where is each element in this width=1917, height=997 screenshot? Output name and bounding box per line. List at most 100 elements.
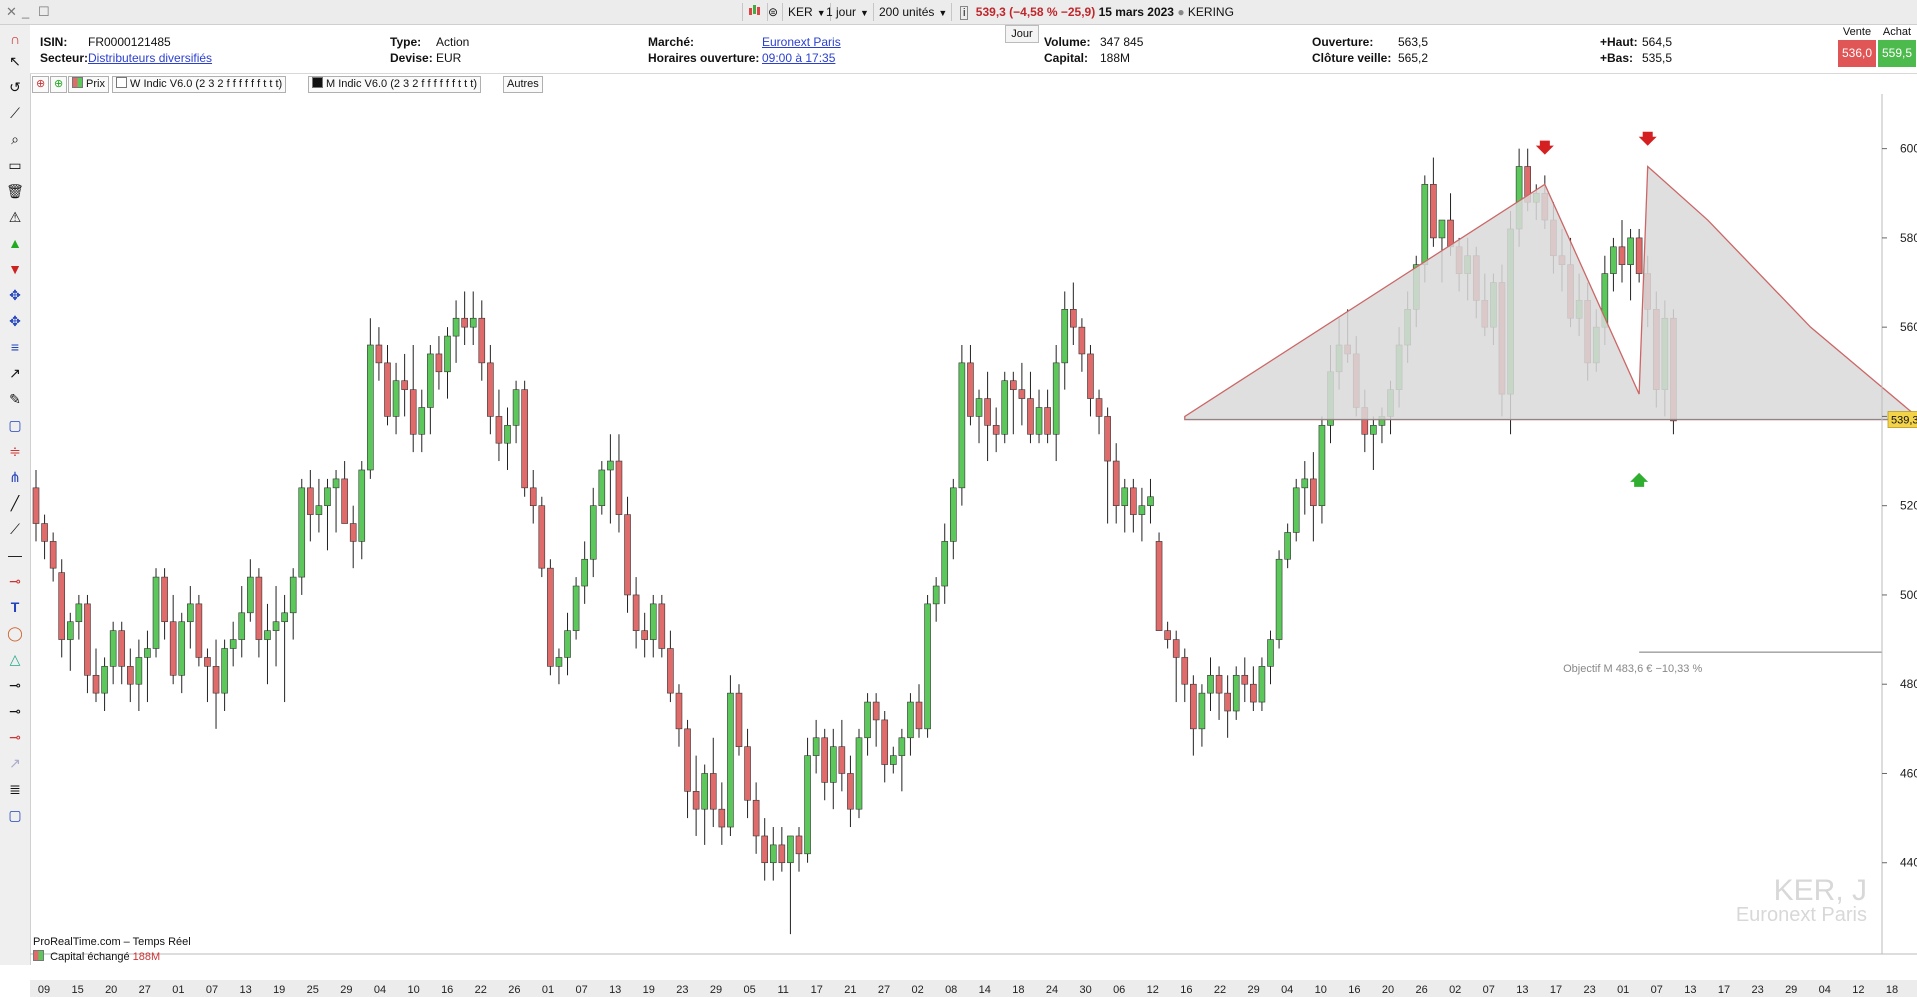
fibonacci-icon[interactable]: ≡ — [10, 339, 20, 355]
maximize-window-icon[interactable]: ☐ — [38, 4, 50, 19]
day-tick-label: 25 — [307, 984, 319, 996]
segment-icon[interactable]: ⟋ — [10, 521, 20, 537]
instrument-icon[interactable]: ⊜ — [764, 3, 784, 21]
wave-123-icon[interactable]: ✥ — [9, 313, 21, 329]
add-indicator-icon[interactable]: ⊕ — [32, 76, 50, 93]
day-tick-label: 11 — [777, 984, 788, 996]
day-tick-label: 13 — [1516, 984, 1528, 996]
day-tick-label: 18 — [1886, 984, 1898, 996]
price-chart[interactable]: Objectif M 483,6 € −10,33 % 440 460 480 500… — [30, 94, 1917, 997]
candle — [195, 594, 203, 667]
legend-w-indic[interactable]: W Indic V6.0 (2 3 2 f f f f f f t t t) — [112, 76, 287, 93]
candle — [615, 434, 623, 533]
undo-icon[interactable]: ↺ — [9, 79, 21, 95]
candle — [692, 755, 700, 836]
up-arrow-icon[interactable]: ▲ — [8, 235, 22, 251]
arrow-line-icon[interactable]: ↗ — [9, 365, 21, 381]
trend-tool-icon[interactable]: ⟋ — [10, 105, 20, 121]
day-tick-label: 20 — [1382, 984, 1394, 996]
horaires-link[interactable]: 09:00 à 17:35 — [762, 51, 836, 65]
down-arrow-marker — [1638, 131, 1657, 146]
type-value: Action — [436, 35, 470, 49]
ellipse-icon[interactable]: ◯ — [7, 625, 23, 641]
cursor-icon[interactable]: ↗ — [9, 755, 21, 771]
rectangle-icon[interactable]: ▢ — [8, 417, 22, 433]
legend-m-indic-label: M Indic V6.0 (2 3 2 f f f f f f t t t) — [326, 78, 477, 90]
wave-abc-icon[interactable]: ✥ — [9, 287, 21, 303]
haut-label: +Haut: — [1600, 35, 1638, 49]
quote-date: 15 mars 2023 — [1098, 5, 1174, 19]
y-tick-label: 440 — [1900, 856, 1917, 870]
legend-m-indic[interactable]: M Indic V6.0 (2 3 2 f f f f f f t t t) — [308, 76, 481, 93]
candle — [101, 657, 108, 711]
candle — [178, 612, 186, 694]
box-icon[interactable]: ▢ — [8, 807, 22, 823]
horizontal-line-icon[interactable]: — — [8, 547, 22, 563]
remove-indicator-icon[interactable]: ⊕ — [50, 76, 68, 93]
candle — [1430, 157, 1437, 247]
candle — [41, 514, 48, 560]
candle — [1310, 452, 1317, 542]
alert-icon[interactable]: ⚠ — [8, 209, 22, 225]
period-select[interactable]: 1 jour ▼ — [822, 3, 874, 21]
pointer-icon[interactable]: ↖ — [9, 53, 21, 69]
channel-icon[interactable]: ≑ — [9, 443, 21, 459]
candle — [795, 827, 803, 872]
candle — [1172, 630, 1180, 703]
achat-button[interactable]: 559,5 — [1878, 40, 1916, 67]
secteur-link[interactable]: Distributeurs diversifiés — [88, 51, 213, 65]
haut-value: 564,5 — [1642, 35, 1673, 49]
units-select[interactable]: 200 unités ▼ — [875, 3, 953, 21]
text-icon[interactable]: T — [10, 599, 20, 615]
day-tick-label: 22 — [475, 984, 487, 996]
down-arrow-icon[interactable]: ▼ — [8, 261, 22, 277]
pencil-icon[interactable]: ✎ — [9, 391, 21, 407]
ray-red-icon[interactable]: ⊸ — [9, 729, 21, 745]
ray-right-icon[interactable]: ⊸ — [9, 703, 21, 719]
close-window-icon[interactable]: ✕ — [6, 4, 17, 19]
trash-icon[interactable]: 🗑 — [6, 183, 24, 199]
devise-label: Devise: — [390, 51, 433, 65]
candle — [1190, 675, 1197, 756]
candle — [212, 639, 220, 729]
day-tick-label: 21 — [844, 984, 856, 996]
chart-svg[interactable]: Objectif M 483,6 € −10,33 % 440 460 480 500… — [30, 94, 1917, 997]
candle — [932, 577, 940, 622]
vente-button[interactable]: 536,0 — [1838, 40, 1876, 67]
ticker-select[interactable]: KER ▼ — [784, 3, 831, 21]
objective-label: Objectif M 483,6 € −10,33 % — [1563, 663, 1702, 675]
up-arrow-marker — [1630, 472, 1649, 487]
zoom-icon[interactable]: ⌕ — [11, 131, 19, 147]
instrument-info-panel: ISIN: FR0000121485 Secteur: Distributeur… — [30, 25, 1917, 74]
candle — [1010, 371, 1017, 435]
chart-type-icon[interactable] — [742, 3, 768, 21]
info-icon[interactable]: i — [960, 6, 969, 20]
ray-icon[interactable]: ⊸ — [9, 677, 21, 693]
day-tick-label: 01 — [1617, 984, 1629, 996]
candle — [1112, 443, 1120, 524]
candle — [221, 639, 228, 711]
pitchfork-icon[interactable]: ⋔ — [9, 469, 21, 485]
magnet-icon[interactable]: ∩ — [9, 31, 21, 47]
fib-extension-icon[interactable]: ≣ — [9, 781, 21, 797]
day-tick-label: 19 — [643, 984, 655, 996]
candle — [469, 291, 477, 346]
y-tick-label: 600 — [1900, 142, 1917, 156]
legend-prix[interactable]: Prix — [68, 76, 109, 93]
candle — [1061, 291, 1069, 390]
candle — [315, 478, 323, 533]
marche-link[interactable]: Euronext Paris — [762, 35, 841, 49]
candle — [1018, 362, 1026, 426]
candle — [829, 728, 837, 810]
ruler-icon[interactable]: ▭ — [8, 157, 22, 173]
legend-autres[interactable]: Autres — [503, 76, 543, 93]
triangle-icon[interactable]: △ — [9, 651, 21, 667]
horizontal-ray-icon[interactable]: ⊸ — [9, 573, 21, 589]
y-tick-label: 560 — [1900, 320, 1917, 334]
minimize-window-icon[interactable]: _ — [22, 4, 30, 19]
tab-jour[interactable]: Jour — [1005, 25, 1039, 43]
candle — [1070, 282, 1077, 346]
line-icon[interactable]: ╱ — [10, 495, 20, 511]
legend-autres-label: Autres — [507, 78, 539, 90]
y-tick-label: 580 — [1900, 231, 1917, 245]
